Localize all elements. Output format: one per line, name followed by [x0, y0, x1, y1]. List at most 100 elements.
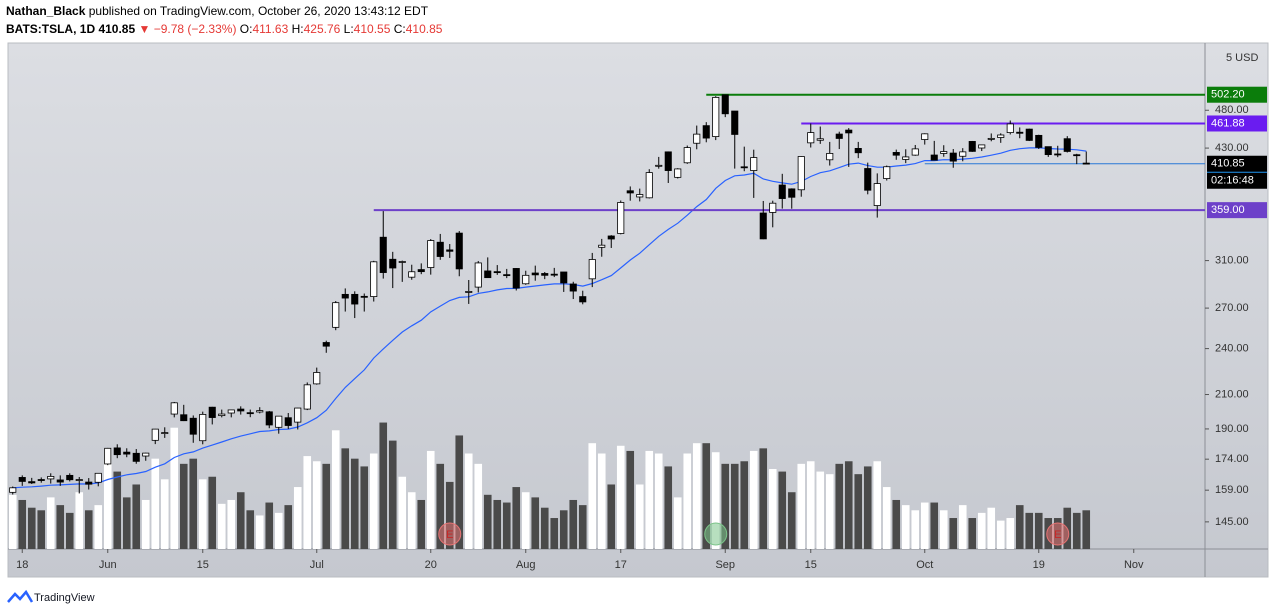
candle-body	[417, 269, 425, 273]
x-tick-label: 15	[805, 559, 817, 571]
volume-bar	[958, 505, 967, 549]
candle-body	[66, 474, 74, 481]
c-value: 410.85	[406, 22, 443, 36]
volume-bar	[236, 492, 245, 549]
volume-bar	[198, 479, 207, 549]
candle-body	[598, 244, 606, 248]
candle-body	[47, 476, 55, 480]
header-line-2: BATS:TSLA, 1D 410.85 ▼ −9.78 (−2.33%) O:…	[6, 22, 443, 36]
y-tick-label: 159.00	[1215, 484, 1249, 496]
candle-body	[892, 152, 900, 156]
volume-bar	[445, 481, 454, 549]
volume-bar	[113, 471, 122, 549]
volume-bar	[75, 492, 84, 549]
candle-body	[807, 132, 815, 144]
event-label: E	[1054, 529, 1061, 541]
volume-bar	[550, 518, 559, 549]
candle-body	[408, 271, 416, 278]
volume-bar	[892, 499, 901, 549]
candle-body	[218, 413, 226, 417]
x-tick-label: Jul	[310, 559, 324, 571]
candle-body	[151, 428, 159, 441]
candle-body	[246, 412, 254, 415]
volume-bar	[84, 510, 93, 549]
y-tick-label: 270.00	[1215, 302, 1249, 314]
candle-body	[275, 415, 283, 428]
candle-body	[522, 274, 530, 285]
volume-bar	[512, 487, 521, 549]
volume-bar	[749, 450, 758, 549]
volume-bar	[920, 502, 929, 549]
candle-body	[930, 154, 938, 161]
volume-bar	[531, 497, 540, 549]
event-marker	[438, 522, 462, 546]
candle-body	[1025, 128, 1033, 141]
volume-bar	[806, 461, 815, 549]
candle-body	[921, 133, 929, 140]
candle-body	[721, 94, 729, 115]
candle-body	[1016, 131, 1024, 134]
volume-bar	[664, 466, 673, 549]
candle-body	[607, 235, 615, 240]
volume-bar	[189, 458, 198, 549]
volume-bar	[759, 448, 768, 549]
volume-bar	[265, 502, 274, 549]
candle-body	[208, 406, 216, 418]
candle-body	[1082, 162, 1090, 165]
countdown-bg	[1207, 172, 1267, 189]
volume-bar	[987, 507, 996, 549]
volume-bar	[141, 499, 150, 549]
candle-body	[351, 293, 359, 305]
candle-body	[968, 141, 976, 152]
candle-body	[683, 147, 691, 164]
volume-bar	[996, 520, 1005, 549]
volume-bar	[312, 461, 321, 549]
candle-body	[180, 414, 188, 422]
volume-bar	[360, 466, 369, 549]
candle-body	[303, 384, 311, 410]
volume-bar	[407, 492, 416, 549]
candle-body	[617, 202, 625, 234]
volume-bar	[816, 471, 825, 549]
candle-body	[712, 96, 720, 137]
candle-body	[664, 151, 672, 171]
volume-bar	[578, 505, 587, 549]
volume-bar	[274, 512, 283, 549]
volume-bar	[103, 448, 112, 549]
volume-bar	[160, 479, 169, 549]
volume-bar	[293, 487, 302, 549]
volume-bar	[844, 461, 853, 549]
candle-body	[161, 432, 169, 434]
candle-body	[446, 249, 454, 252]
candle-body	[427, 240, 435, 268]
volume-bar	[692, 443, 701, 549]
candle-body	[788, 188, 796, 198]
y-tick-label: 310.00	[1215, 255, 1249, 267]
volume-bar	[151, 458, 160, 549]
candle-body	[731, 110, 739, 135]
volume-bar	[768, 469, 777, 549]
volume-bar	[730, 463, 739, 549]
level-label-bg	[1207, 202, 1267, 219]
candle-body	[550, 273, 558, 276]
volume-bar	[94, 505, 103, 549]
last-price-label-bg	[1207, 155, 1267, 172]
x-tick-label: 20	[425, 559, 437, 571]
candle-body	[778, 184, 786, 199]
candle-body	[512, 268, 520, 289]
event-marker	[704, 522, 728, 546]
candle-body	[18, 477, 26, 482]
published: published on TradingView.com, October 26…	[89, 4, 429, 18]
volume-bar	[417, 499, 426, 549]
volume-bar	[559, 510, 568, 549]
volume-bar	[616, 445, 625, 549]
volume-bar	[217, 503, 226, 549]
candle-body	[987, 137, 995, 140]
volume-bar	[398, 476, 407, 549]
candle-body	[759, 212, 767, 240]
author: Nathan_Black	[6, 4, 86, 18]
volume-bar	[474, 463, 483, 549]
candle-body	[474, 262, 482, 288]
o-label: O:	[240, 22, 253, 36]
